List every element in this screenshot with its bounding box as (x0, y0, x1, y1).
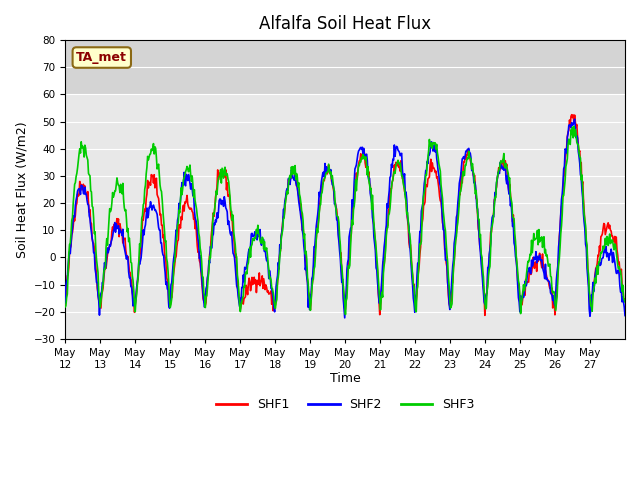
SHF3 (258, 240, 266, 246)
SHF1 (403, 209, 411, 215)
SHF1 (258, 277, 266, 283)
SHF2 (621, 312, 629, 318)
SHF3 (435, 161, 443, 167)
Line: SHF2: SHF2 (65, 119, 625, 318)
Legend: SHF1, SHF2, SHF3: SHF1, SHF2, SHF3 (211, 394, 479, 416)
Line: SHF3: SHF3 (65, 126, 625, 314)
SHF1 (61, 301, 69, 307)
SHF1 (230, 235, 237, 240)
SHF3 (127, 260, 134, 265)
SHF2 (404, 215, 412, 220)
SHF1 (481, 312, 489, 318)
Line: SHF1: SHF1 (65, 115, 625, 315)
SHF2 (127, 284, 134, 289)
SHF3 (404, 210, 412, 216)
SHF1 (279, 219, 287, 225)
SHF3 (570, 123, 578, 129)
SHF2 (61, 300, 69, 306)
SHF1 (435, 180, 442, 186)
SHF3 (61, 304, 69, 310)
SHF1 (568, 112, 575, 118)
SHF2 (258, 242, 266, 248)
SHF1 (127, 276, 134, 282)
Text: TA_met: TA_met (76, 51, 127, 64)
SHF3 (230, 229, 237, 235)
SHF3 (342, 312, 349, 317)
Bar (65, 40, 625, 95)
SHF2 (279, 223, 287, 228)
SHF2 (341, 315, 349, 321)
SHF2 (571, 116, 579, 122)
SHF2 (435, 172, 443, 178)
SHF1 (621, 296, 629, 302)
SHF3 (279, 227, 287, 233)
SHF3 (621, 299, 629, 305)
X-axis label: Time: Time (330, 372, 360, 385)
Title: Alfalfa Soil Heat Flux: Alfalfa Soil Heat Flux (259, 15, 431, 33)
Y-axis label: Soil Heat Flux (W/m2): Soil Heat Flux (W/m2) (15, 121, 28, 258)
SHF2 (230, 252, 237, 258)
